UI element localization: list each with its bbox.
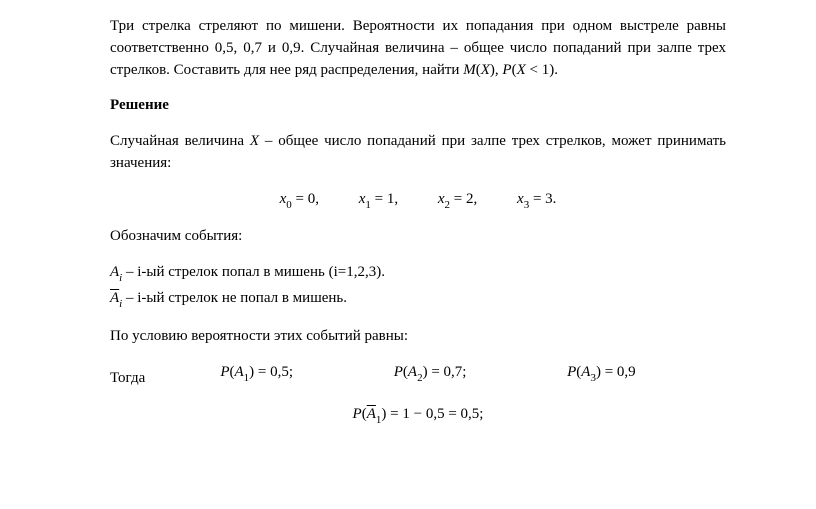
final-equation: P(A1) = 1 − 0,5 = 0,5; xyxy=(110,404,726,428)
conditions-label: По условию вероятности этих событий равн… xyxy=(110,326,726,348)
x3: x3 = 3. xyxy=(517,189,556,213)
var-X: X xyxy=(250,133,259,149)
x2: x2 = 2, xyxy=(438,189,477,213)
x0: x0 = 0, xyxy=(280,189,319,213)
x-values-row: x0 = 0, x1 = 1, x2 = 2, x3 = 3. xyxy=(110,189,726,213)
events-label: Обозначим события: xyxy=(110,226,726,248)
PA1: P(A1) = 0,5; xyxy=(220,362,293,386)
problem-text: Три стрелка стреляют по мишени. Вероятно… xyxy=(110,18,726,78)
prob-row: P(A1) = 0,5; P(A2) = 0,7; P(A3) = 0,9 xyxy=(110,362,726,386)
prob-and-togda: P(A1) = 0,5; P(A2) = 0,7; P(A3) = 0,9 То… xyxy=(110,362,726,386)
solution-heading: Решение xyxy=(110,95,726,117)
math-MX: M(X) xyxy=(463,62,495,78)
togda-label: Тогда xyxy=(110,368,145,390)
math-PX: P(X < 1) xyxy=(502,62,554,78)
def-Ai-bar: Ai – i-ый стрелок не попал в мишень. xyxy=(110,288,726,312)
intro-paragraph: Случайная величина X – общее число попад… xyxy=(110,131,726,175)
def-Ai: Ai – i-ый стрелок попал в мишень (i=1,2,… xyxy=(110,262,726,286)
x1: x1 = 1, xyxy=(359,189,398,213)
PA3: P(A3) = 0,9 xyxy=(567,362,636,386)
definitions: Ai – i-ый стрелок попал в мишень (i=1,2,… xyxy=(110,262,726,312)
problem-statement: Три стрелка стреляют по мишени. Вероятно… xyxy=(110,16,726,81)
PA2: P(A2) = 0,7; xyxy=(394,362,467,386)
